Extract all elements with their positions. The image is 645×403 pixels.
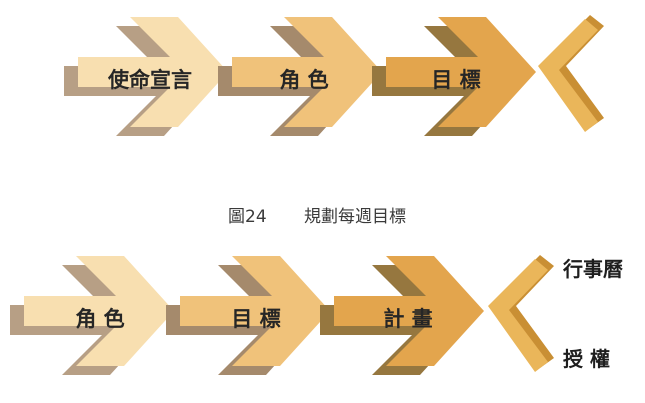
top-step-2-label: 角 色: [279, 68, 328, 92]
bottom-step-3: 計 畫: [320, 256, 484, 375]
output-delegation: 授 權: [563, 347, 610, 371]
figure-title: 規劃每週目標: [304, 207, 406, 227]
top-step-3-label: 目 標: [431, 68, 480, 92]
top-flow: 使命宣言 角 色 目 標: [64, 15, 604, 136]
top-bracket-icon: [538, 15, 604, 132]
top-step-3: 目 標: [372, 17, 536, 136]
bottom-step-3-label: 計 畫: [383, 307, 432, 331]
bottom-flow: 角 色 目 標 計 畫 行事曆 授 權: [10, 255, 623, 375]
bottom-bracket-icon: [488, 255, 554, 372]
bottom-step-2-label: 目 標: [231, 307, 280, 331]
top-step-1: 使命宣言: [64, 17, 228, 136]
figure-number: 圖24: [228, 207, 267, 227]
top-step-2: 角 色: [218, 17, 382, 136]
output-calendar: 行事曆: [562, 257, 623, 281]
bottom-step-1: 角 色: [10, 256, 174, 375]
figure-caption: 圖24 規劃每週目標: [228, 207, 406, 227]
top-step-1-label: 使命宣言: [107, 68, 192, 92]
bottom-step-1-label: 角 色: [75, 307, 124, 331]
bottom-step-2: 目 標: [166, 256, 330, 375]
